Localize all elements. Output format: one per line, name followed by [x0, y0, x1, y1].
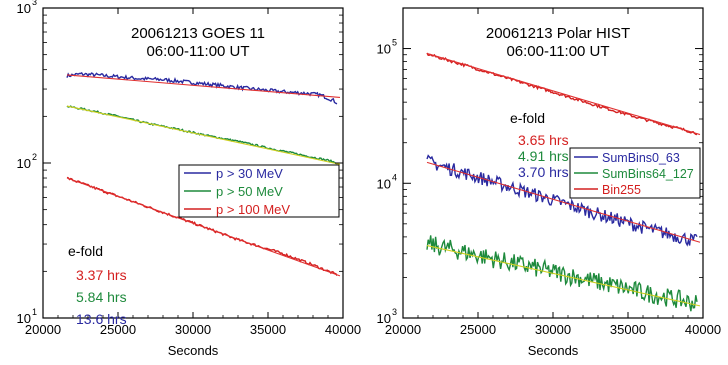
- efold-annotation: e-fold 3.37 hrs 5.84 hrs 13.6 hrs: [68, 243, 127, 327]
- y-tick-label: 10: [17, 1, 31, 16]
- x-tick-label: 25000: [460, 322, 496, 337]
- y-tick-label: 10: [17, 311, 31, 326]
- series-line: [66, 176, 338, 276]
- efold-annotation: e-fold 3.65 hrs 4.91 hrs 3.70 hrs: [510, 110, 569, 180]
- legend-label: Bin255: [602, 183, 641, 197]
- x-axis-label: Seconds: [528, 343, 579, 358]
- efold-value: 3.70 hrs: [518, 164, 569, 180]
- fit-line: [66, 105, 341, 165]
- y-tick-exponent: 1: [32, 307, 37, 317]
- legend-label: SumBins0_63: [602, 151, 680, 165]
- fit-line: [426, 52, 701, 136]
- efold-value: 3.37 hrs: [76, 267, 127, 283]
- series-line: [66, 71, 338, 105]
- y-tick-label: 10: [377, 176, 391, 191]
- x-tick-label: 35000: [610, 322, 646, 337]
- legend-label: p > 100 MeV: [216, 202, 290, 217]
- y-tick-label: 10: [377, 311, 391, 326]
- x-tick-label: 35000: [250, 322, 286, 337]
- legend-label: p > 30 MeV: [216, 166, 283, 181]
- fit-line: [426, 161, 701, 243]
- legend-label: p > 50 MeV: [216, 184, 283, 199]
- series-line: [426, 235, 698, 312]
- legend: p > 30 MeV p > 50 MeV p > 100 MeV: [178, 164, 340, 218]
- x-tick-label: 40000: [325, 322, 361, 337]
- x-tick-label: 40000: [685, 322, 721, 337]
- efold-label: e-fold: [510, 110, 545, 126]
- efold-value: 5.84 hrs: [76, 289, 127, 305]
- chart-title-line-2: 06:00-11:00 UT: [146, 43, 249, 60]
- fit-line: [66, 177, 341, 277]
- efold-value: 4.91 hrs: [518, 148, 569, 164]
- y-tick-exponent: 3: [392, 307, 397, 317]
- y-tick-label: 10: [17, 156, 31, 171]
- y-tick-exponent: 3: [32, 0, 37, 7]
- x-axis-label: Seconds: [168, 343, 219, 358]
- x-tick-label: 25000: [100, 322, 136, 337]
- efold-value: 3.65 hrs: [518, 132, 569, 148]
- legend-label: SumBins64_127: [602, 167, 694, 181]
- efold-label: e-fold: [68, 243, 103, 259]
- chart-title-line-2: 06:00-11:00 UT: [506, 43, 609, 60]
- x-tick-label: 30000: [175, 322, 211, 337]
- fit-line: [426, 245, 701, 307]
- chart-title-line-1: 20061213 Polar HIST: [486, 25, 630, 42]
- legend: SumBins0_63 SumBins64_127 Bin255: [569, 147, 701, 199]
- x-tick-label: 20000: [25, 322, 61, 337]
- y-tick-exponent: 2: [32, 152, 37, 162]
- fit-line: [66, 74, 341, 98]
- y-tick-label: 10: [377, 42, 391, 57]
- y-tick-exponent: 4: [392, 172, 397, 182]
- efold-value: 13.6 hrs: [76, 311, 127, 327]
- series-line: [66, 105, 338, 165]
- y-tick-exponent: 5: [392, 38, 397, 48]
- chart-title-line-1: 20061213 GOES 11: [131, 25, 265, 42]
- x-tick-label: 30000: [535, 322, 571, 337]
- x-tick-label: 20000: [385, 322, 421, 337]
